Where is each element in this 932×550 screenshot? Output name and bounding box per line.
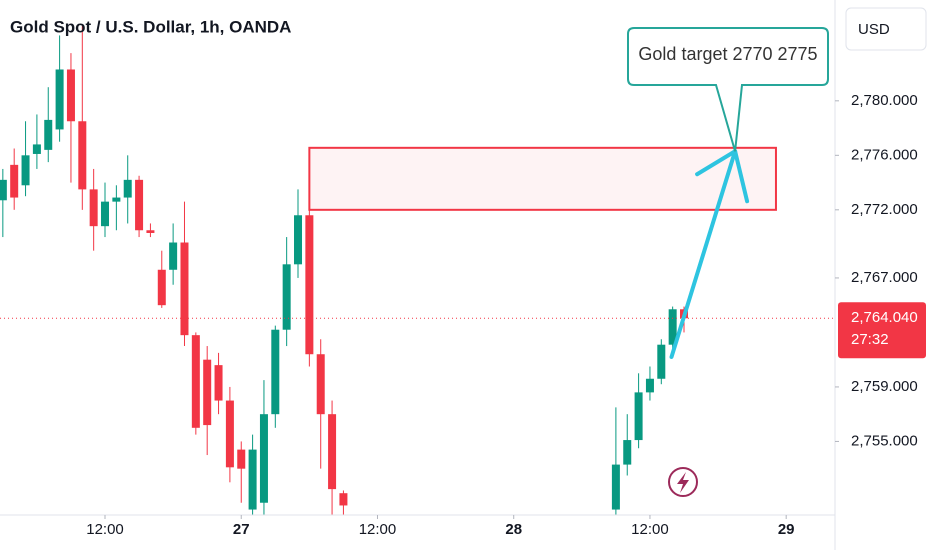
last-price-label: 2,764.040 (851, 309, 918, 326)
countdown: 27:32 (851, 331, 889, 348)
candle-body (611, 464, 620, 510)
candle-body (89, 189, 98, 227)
candle-body (123, 179, 132, 198)
candle-body (657, 344, 666, 379)
candle-body (203, 359, 212, 426)
candle-body (339, 493, 348, 506)
x-tick-label: 12:00 (631, 521, 669, 538)
candle-body (66, 69, 75, 122)
candle-body (282, 264, 291, 330)
x-tick-label: 27 (233, 521, 250, 538)
lightning (677, 472, 689, 493)
currency-button[interactable] (845, 7, 927, 51)
candle-body (169, 242, 178, 270)
candle-body (0, 179, 7, 201)
last-price-box (838, 302, 926, 359)
candle-body (645, 378, 654, 393)
x-tick-label: 12:00 (359, 521, 397, 538)
y-tick-label: 2,759.000 (851, 378, 918, 395)
candle-body (101, 201, 110, 227)
candle-body (10, 164, 19, 198)
candle-body (32, 144, 41, 154)
candle-body (225, 400, 234, 468)
candle-body (214, 365, 223, 401)
candle-body (271, 329, 280, 415)
candle-body (112, 197, 121, 202)
y-tick-label: 2,767.000 (851, 269, 918, 286)
candle-body (135, 179, 144, 231)
currency-label[interactable]: USD (858, 21, 890, 38)
candle-body (191, 335, 200, 428)
y-tick-label: 2,776.000 (851, 146, 918, 163)
candle-body (294, 215, 303, 265)
candle-body (668, 309, 677, 345)
candle-body (316, 354, 325, 415)
candle-body (157, 269, 166, 306)
x-tick-label: 12:00 (86, 521, 124, 538)
y-tick-label: 2,755.000 (851, 432, 918, 449)
chart-title: Gold Spot / U.S. Dollar, 1h, OANDA (10, 17, 291, 36)
candle-body (237, 449, 246, 469)
trend-arrow (669, 149, 738, 359)
candle-body (259, 414, 268, 503)
x-tick-label: 29 (778, 521, 795, 538)
y-tick-label: 2,772.000 (851, 201, 918, 218)
candle-body (44, 119, 53, 150)
candle-body (248, 449, 257, 510)
candle-body (328, 414, 337, 490)
y-tick-label: 2,780.000 (851, 92, 918, 109)
candle-body (180, 242, 189, 336)
candle-body (305, 215, 314, 355)
callout-text: Gold target 2770 2775 (638, 44, 817, 64)
candle-body (21, 155, 30, 186)
callout-box (627, 27, 829, 152)
plot-area (0, 25, 835, 515)
candle-body (634, 392, 643, 441)
x-tick-label: 28 (505, 521, 522, 538)
target-zone (308, 146, 777, 211)
candle-body (78, 121, 87, 190)
candle-body (55, 69, 64, 130)
candle-body (146, 230, 155, 233)
candle-body (623, 440, 632, 465)
